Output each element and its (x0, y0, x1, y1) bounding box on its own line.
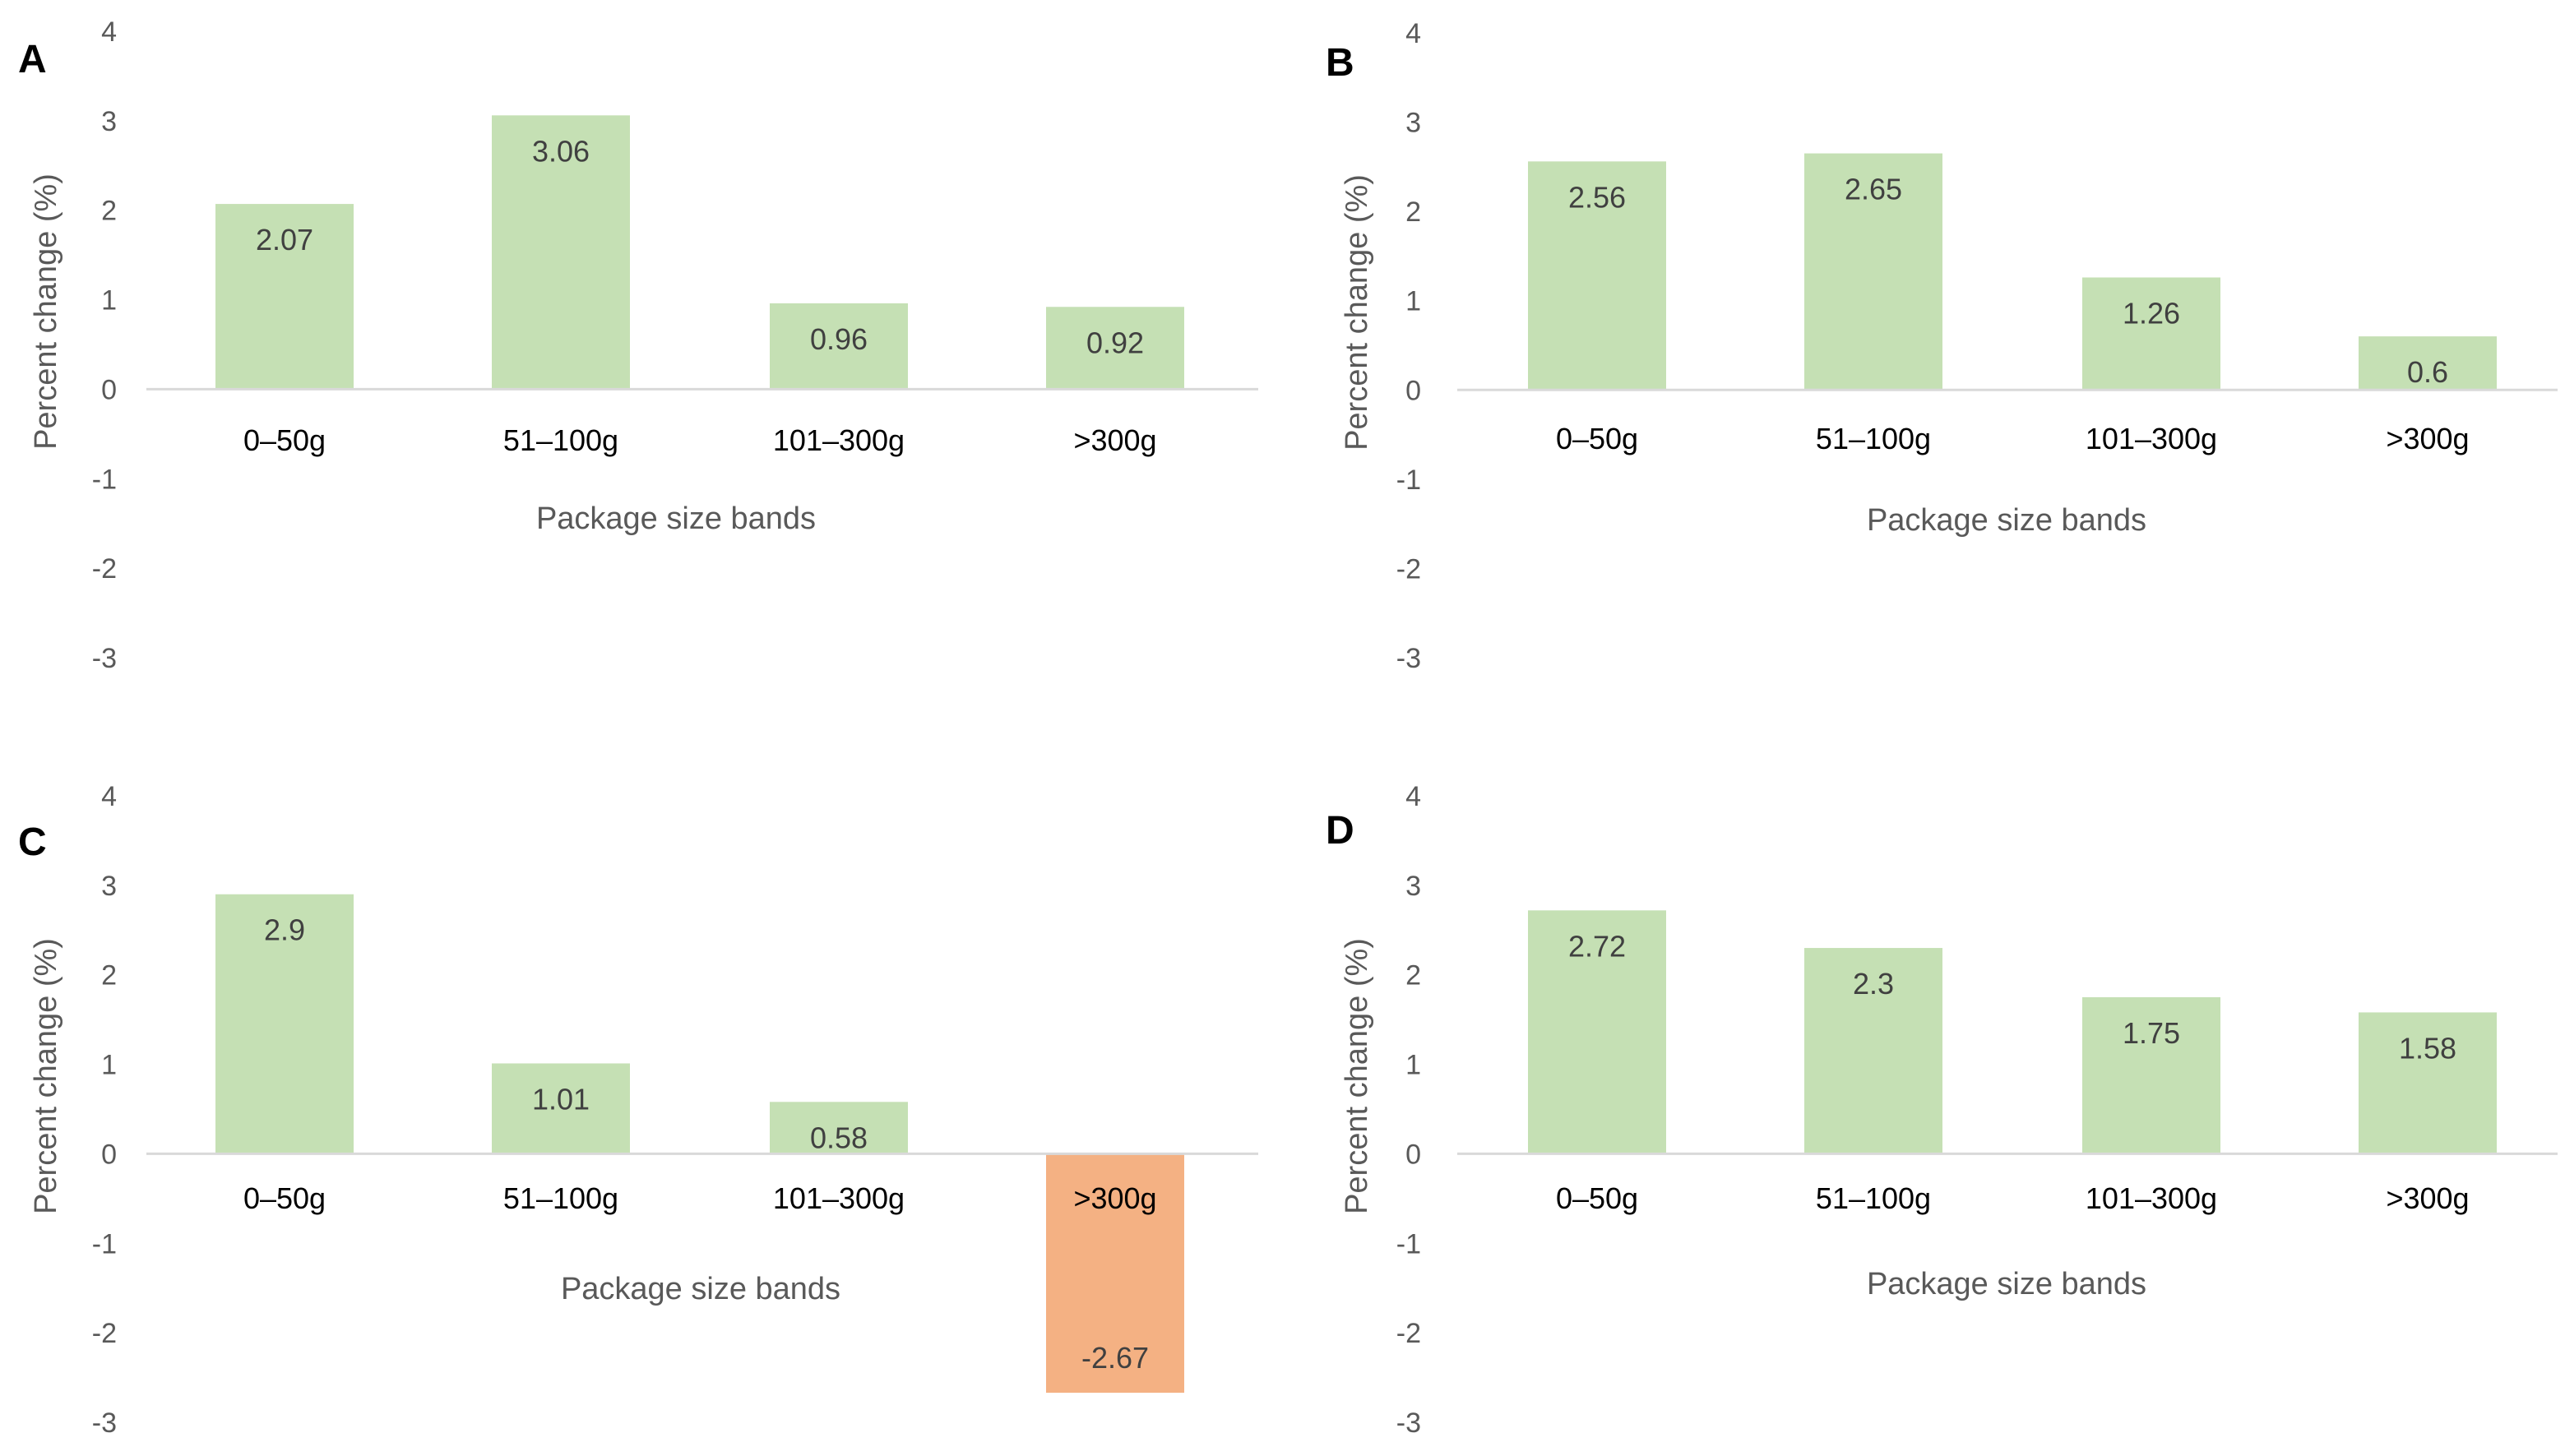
y-tick-label: 1 (101, 285, 117, 317)
y-tick-label: -3 (92, 643, 117, 674)
y-tick-label: 0 (101, 374, 117, 405)
panel-b: B 4 3 2 1 0 -1 -2 -3 Percent change (%) 2.56 2.65 1.… (1326, 18, 2558, 674)
y-tick-label: -3 (92, 1407, 117, 1439)
category-label: 101–300g (773, 1181, 905, 1215)
y-tick-label: 2 (101, 960, 117, 991)
y-tick-label: -2 (92, 1318, 117, 1349)
data-label: 0.6 (2407, 355, 2448, 389)
y-tick-label: -1 (1396, 465, 1421, 496)
category-label: >300g (2386, 1181, 2469, 1215)
bar-2 (492, 1063, 630, 1154)
y-tick-label: -2 (92, 553, 117, 585)
y-tick-label: 3 (1405, 108, 1421, 139)
bar-3 (770, 1102, 908, 1154)
data-label: 2.3 (1853, 967, 1894, 1001)
category-label: 0–50g (1556, 1181, 1638, 1215)
y-tick-label: 1 (101, 1050, 117, 1081)
x-axis-title: Package size bands (561, 1272, 840, 1306)
bar-2 (1804, 153, 1942, 391)
y-tick-label: -1 (92, 1228, 117, 1260)
bar-1 (215, 894, 354, 1154)
y-axis-title: Percent change (%) (1340, 174, 1374, 451)
y-tick-label: 4 (1405, 18, 1421, 49)
category-label: 51–100g (1816, 1181, 1931, 1215)
bar-1 (215, 204, 354, 390)
y-tick-label: 2 (101, 196, 117, 227)
category-label: >300g (1073, 423, 1156, 457)
x-axis-title: Package size bands (536, 502, 816, 536)
category-label: 51–100g (1816, 422, 1931, 455)
bar-2 (1804, 948, 1942, 1154)
data-label: 1.01 (532, 1082, 590, 1116)
panel-letter-d: D (1326, 809, 1354, 853)
panel-letter-b: B (1326, 41, 1354, 85)
y-tick-label: 0 (1405, 375, 1421, 406)
data-label: 1.26 (2123, 296, 2180, 330)
y-tick-label: -3 (1396, 643, 1421, 674)
panel-letter-c: C (18, 820, 47, 864)
x-axis-title: Package size bands (1867, 503, 2146, 538)
bar-1 (1528, 910, 1666, 1154)
y-tick-label: 0 (101, 1139, 117, 1170)
category-label: 0–50g (243, 423, 326, 457)
category-label: >300g (2386, 422, 2469, 455)
y-tick-label: 1 (1405, 1050, 1421, 1081)
bar-3 (2082, 277, 2220, 391)
data-label: 0.96 (810, 322, 868, 356)
y-tick-label: 3 (1405, 871, 1421, 902)
bar-1 (1528, 161, 1666, 391)
y-tick-label: -1 (1396, 1228, 1421, 1260)
y-tick-label: 1 (1405, 286, 1421, 317)
data-label: 2.56 (1568, 180, 1626, 214)
bar-3 (770, 303, 908, 390)
category-label: 51–100g (503, 423, 618, 457)
data-label: 2.65 (1845, 173, 1902, 206)
category-label: 0–50g (1556, 422, 1638, 455)
category-label: 101–300g (2086, 1181, 2217, 1215)
y-tick-label: 3 (101, 106, 117, 137)
bar-4 (2359, 336, 2497, 391)
data-label: 2.07 (256, 223, 313, 257)
data-label: 3.06 (532, 134, 590, 168)
bar-2 (492, 115, 630, 390)
category-label: 101–300g (2086, 422, 2217, 455)
y-tick-label: 0 (1405, 1139, 1421, 1170)
data-label: -2.67 (1081, 1341, 1149, 1375)
y-tick-label: -2 (1396, 1318, 1421, 1349)
y-tick-label: -1 (92, 464, 117, 495)
panel-d: D 4 3 2 1 0 -1 -2 -3 Percent change (%) 2.72 2.3 1.7… (1326, 781, 2558, 1439)
y-axis-title: Percent change (%) (29, 173, 63, 450)
y-axis-title: Percent change (%) (29, 938, 63, 1214)
data-label: 0.92 (1086, 326, 1144, 359)
data-label: 1.58 (2399, 1031, 2456, 1065)
data-label: 1.75 (2123, 1016, 2180, 1050)
bar-4 (1046, 307, 1184, 390)
bar-4 (2359, 1012, 2497, 1154)
category-label: 0–50g (243, 1181, 326, 1215)
y-tick-label: 4 (1405, 781, 1421, 812)
bar-3 (2082, 996, 2220, 1154)
y-tick-label: 4 (101, 781, 117, 812)
panel-c: C 4 3 2 1 0 -1 -2 -3 Percent change (%) 2.9 1.01 0.5… (18, 781, 1258, 1439)
y-tick-label: -3 (1396, 1407, 1421, 1439)
panel-letter-a: A (18, 38, 47, 81)
y-tick-label: 4 (101, 16, 117, 48)
category-label: 101–300g (773, 423, 905, 457)
bar-4 (1046, 1153, 1184, 1394)
y-axis-title: Percent change (%) (1340, 938, 1374, 1214)
y-tick-label: 3 (101, 871, 117, 902)
y-tick-label: 2 (1405, 960, 1421, 991)
category-label: 51–100g (503, 1181, 618, 1215)
data-label: 2.9 (264, 913, 305, 947)
data-label: 2.72 (1568, 929, 1626, 963)
data-label: 0.58 (810, 1121, 868, 1154)
category-label: >300g (1073, 1181, 1156, 1215)
panel-a: A 4 3 2 1 0 -1 -2 -3 Percent change (%) 2.07 3.06 0.… (18, 16, 1258, 674)
x-axis-title: Package size bands (1867, 1267, 2146, 1301)
y-tick-label: 2 (1405, 196, 1421, 228)
y-tick-label: -2 (1396, 553, 1421, 585)
